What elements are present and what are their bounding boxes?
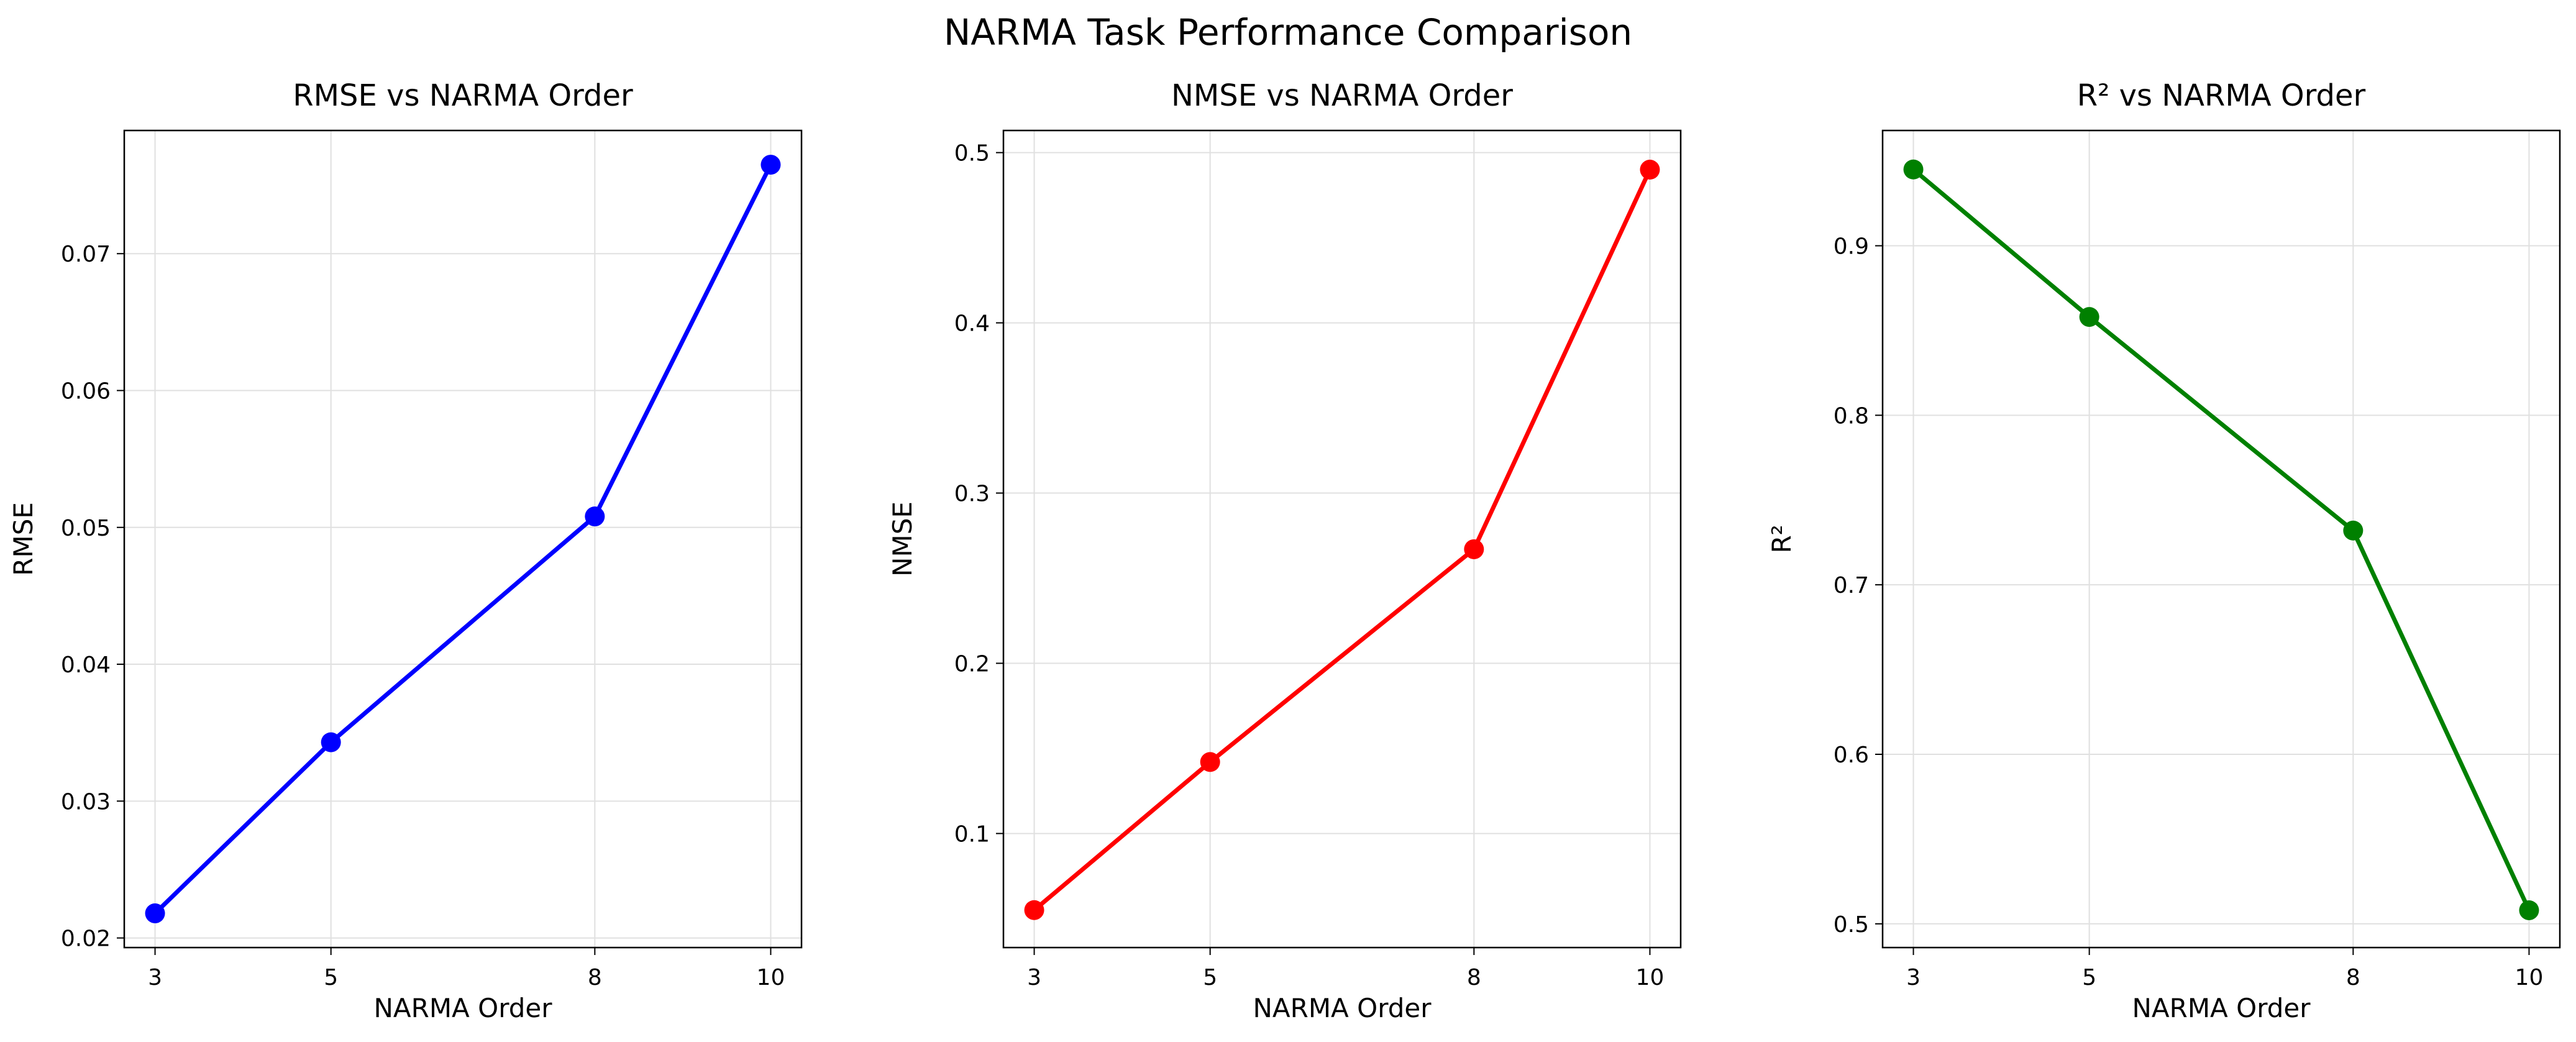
- x-tick-label: 3: [148, 965, 162, 990]
- x-tick-label: 10: [757, 965, 785, 990]
- data-point: [585, 506, 605, 527]
- figure-title: NARMA Task Performance Comparison: [944, 11, 1632, 53]
- y-tick-label: 0.5: [954, 141, 990, 167]
- series-line: [1033, 168, 1652, 912]
- data-point: [321, 732, 341, 752]
- y-tick-label: 0.06: [61, 379, 111, 404]
- x-axis-label: NARMA Order: [373, 993, 552, 1023]
- plot-frame: [123, 129, 803, 949]
- y-tick-label: 0.6: [1834, 743, 1869, 768]
- plot-frame: [1881, 129, 2561, 949]
- y-tick-label: 0.02: [61, 926, 111, 952]
- y-tick-label: 0.8: [1834, 403, 1869, 429]
- data-point: [1464, 539, 1484, 559]
- x-tick-label: 10: [2515, 965, 2544, 990]
- chart-panels: 3 5 8 10 0.02 0.03 0.04 0.05 0.06 0.07 RMSE vs NAR…: [8, 78, 2561, 1023]
- y-axis-label: RMSE: [8, 502, 39, 576]
- x-tick-label: 3: [1027, 965, 1041, 990]
- x-tick-label: 5: [324, 965, 338, 990]
- y-tick-label: 0.04: [61, 652, 111, 678]
- y-tick-label: 0.4: [954, 311, 990, 337]
- data-point: [760, 155, 781, 175]
- y-tick-label: 0.7: [1834, 573, 1869, 598]
- series-line: [1912, 168, 2531, 912]
- y-tick-label: 0.03: [61, 789, 111, 815]
- data-point: [2343, 520, 2364, 541]
- x-tick-label: 10: [1636, 965, 1665, 990]
- x-axis-label: NARMA Order: [2132, 993, 2311, 1023]
- data-point: [1903, 159, 1924, 180]
- y-tick-label: 0.05: [61, 516, 111, 541]
- y-tick-label: 0.2: [954, 651, 990, 677]
- data-point: [2519, 900, 2539, 920]
- panel-title: R² vs NARMA Order: [2077, 78, 2366, 113]
- series-line: [153, 163, 773, 915]
- y-tick-label: 0.1: [954, 821, 990, 847]
- y-axis-label: R²: [1766, 524, 1797, 553]
- x-tick-label: 8: [588, 965, 602, 990]
- y-tick-label: 0.3: [954, 482, 990, 507]
- chart-panel-nmse: 3 5 8 10 0.1 0.2 0.3 0.4 0.5 NMSE vs NARMA Order N…: [887, 78, 1682, 1023]
- x-tick-label: 5: [2082, 965, 2096, 990]
- panel-title: RMSE vs NARMA Order: [293, 78, 633, 113]
- x-tick-label: 8: [2346, 965, 2360, 990]
- data-point: [1200, 752, 1220, 772]
- x-tick-label: 8: [1467, 965, 1481, 990]
- x-axis-label: NARMA Order: [1253, 993, 1432, 1023]
- y-tick-label: 0.5: [1834, 912, 1869, 938]
- chart-panel-r2: 3 5 8 10 0.5 0.6 0.7 0.8 0.9 R² vs NARMA Order NAR…: [1766, 78, 2561, 1023]
- y-axis-label: NMSE: [887, 501, 918, 577]
- x-tick-label: 5: [1203, 965, 1217, 990]
- y-tick-label: 0.9: [1834, 234, 1869, 260]
- x-tick-label: 3: [1906, 965, 1921, 990]
- plot-frame: [1002, 129, 1682, 949]
- data-point: [1640, 160, 1660, 180]
- chart-panel-rmse: 3 5 8 10 0.02 0.03 0.04 0.05 0.06 0.07 RMSE vs NAR…: [8, 78, 803, 1023]
- y-tick-label: 0.07: [61, 242, 111, 267]
- data-point: [2079, 307, 2099, 327]
- data-point: [1024, 900, 1044, 920]
- data-point: [145, 903, 165, 923]
- panel-title: NMSE vs NARMA Order: [1171, 78, 1513, 113]
